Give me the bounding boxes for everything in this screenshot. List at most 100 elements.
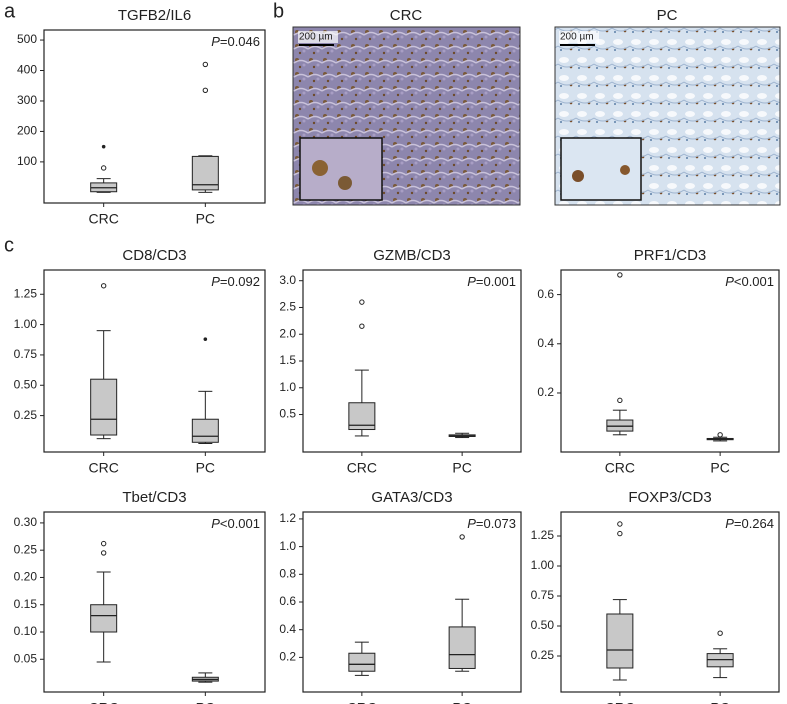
extreme [101, 144, 106, 149]
outlier [100, 540, 107, 547]
p-value: P=0.264 [725, 516, 774, 531]
plot-frame [43, 511, 266, 693]
y-tick-label: 0.25 [14, 408, 38, 422]
x-tick-label: CRC [605, 700, 635, 704]
scale-bg [559, 31, 599, 43]
plot-frame [560, 511, 780, 693]
box [90, 378, 118, 436]
y-tick-label: 0.6 [279, 594, 296, 608]
y-tick-label: 500 [17, 32, 37, 46]
y-tick-label: 100 [17, 154, 37, 168]
y-tick-label: 0.50 [14, 377, 38, 391]
y-tick-label: 1.25 [14, 286, 38, 300]
p-value: P<0.001 [211, 516, 260, 531]
y-tick-label: 200 [17, 124, 37, 138]
outlier [617, 272, 623, 278]
p-value: P=0.073 [467, 516, 516, 531]
outlier [459, 534, 465, 540]
plot-frame [43, 29, 266, 204]
chart-title: CD8/CD3 [122, 247, 186, 264]
outlier [717, 630, 723, 636]
y-tick-label: 0.2 [279, 650, 296, 664]
y-tick-label: 0.10 [14, 624, 38, 638]
outlier [100, 165, 107, 171]
y-tick-label: 1.00 [14, 317, 38, 331]
x-tick-label: CRC [347, 460, 377, 476]
x-tick-label: PC [452, 700, 471, 704]
y-tick-label: 300 [17, 93, 37, 107]
outlier [617, 530, 623, 537]
y-tick-label: 400 [17, 63, 37, 77]
chart-title: PRF1/CD3 [634, 247, 707, 264]
y-tick-label: 0.20 [14, 570, 38, 584]
image-title: CRC [390, 7, 423, 24]
y-tick-label: 0.5 [279, 407, 296, 421]
y-tick-label: 2.0 [279, 326, 296, 340]
inset-cell [312, 160, 328, 176]
box [191, 418, 219, 443]
y-tick-label: 1.0 [279, 539, 296, 553]
scale-bar-label: 200 µm [299, 32, 333, 43]
y-tick-label: 0.4 [537, 336, 554, 350]
x-tick-label: PC [710, 460, 729, 476]
chart-title: FOXP3/CD3 [628, 489, 711, 506]
x-tick-label: PC [196, 460, 215, 476]
x-tick-label: CRC [88, 460, 118, 476]
inset-cell [572, 170, 584, 182]
y-tick-label: 0.6 [537, 287, 554, 301]
y-tick-label: 0.8 [279, 566, 296, 580]
box [348, 652, 376, 672]
y-tick-label: 0.25 [531, 648, 555, 662]
x-tick-label: PC [196, 211, 215, 227]
p-value: P<0.001 [725, 274, 774, 289]
box [90, 604, 118, 633]
x-tick-label: PC [452, 460, 471, 476]
box [606, 613, 634, 669]
y-tick-label: 1.2 [279, 511, 296, 525]
y-tick-label: 1.0 [279, 380, 296, 394]
panel-label: a [4, 0, 16, 22]
y-tick-label: 2.5 [279, 300, 296, 314]
panel-label: c [4, 234, 14, 256]
inset-cell [338, 176, 352, 190]
p-value: P=0.092 [211, 274, 260, 289]
y-tick-label: 0.15 [14, 597, 38, 611]
y-tick-label: 0.25 [14, 542, 38, 556]
p-value: P=0.046 [211, 34, 260, 49]
x-tick-label: PC [196, 700, 215, 704]
inset-cell [620, 165, 630, 175]
inset [299, 137, 383, 201]
scale-bar-label: 200 µm [560, 32, 594, 43]
x-tick-label: PC [710, 700, 729, 704]
plot-frame [302, 269, 522, 453]
scale-bg [298, 31, 338, 43]
image-title: PC [657, 7, 678, 24]
outlier [100, 283, 107, 289]
x-tick-label: CRC [605, 460, 635, 476]
y-tick-label: 0.30 [14, 515, 38, 529]
y-tick-label: 0.75 [14, 347, 38, 361]
p-value: P=0.001 [467, 274, 516, 289]
box [448, 626, 476, 669]
y-tick-label: 1.5 [279, 353, 296, 367]
chart-title: Tbet/CD3 [122, 489, 186, 506]
outlier [617, 397, 623, 404]
outlier [617, 521, 623, 527]
outlier [359, 323, 365, 329]
plot-frame [43, 269, 266, 453]
panel-label: b [273, 0, 284, 22]
chart-title: GZMB/CD3 [373, 247, 451, 264]
outlier [359, 299, 365, 305]
y-tick-label: 3.0 [279, 273, 296, 287]
y-tick-label: 1.00 [531, 558, 555, 572]
x-tick-label: CRC [347, 700, 377, 704]
x-tick-label: CRC [88, 211, 118, 227]
outlier [202, 61, 209, 68]
x-tick-label: CRC [88, 700, 118, 704]
y-tick-label: 0.4 [279, 622, 296, 636]
plot-frame [560, 269, 780, 453]
chart-title: GATA3/CD3 [371, 489, 452, 506]
outlier [202, 87, 209, 94]
extreme [203, 337, 208, 341]
